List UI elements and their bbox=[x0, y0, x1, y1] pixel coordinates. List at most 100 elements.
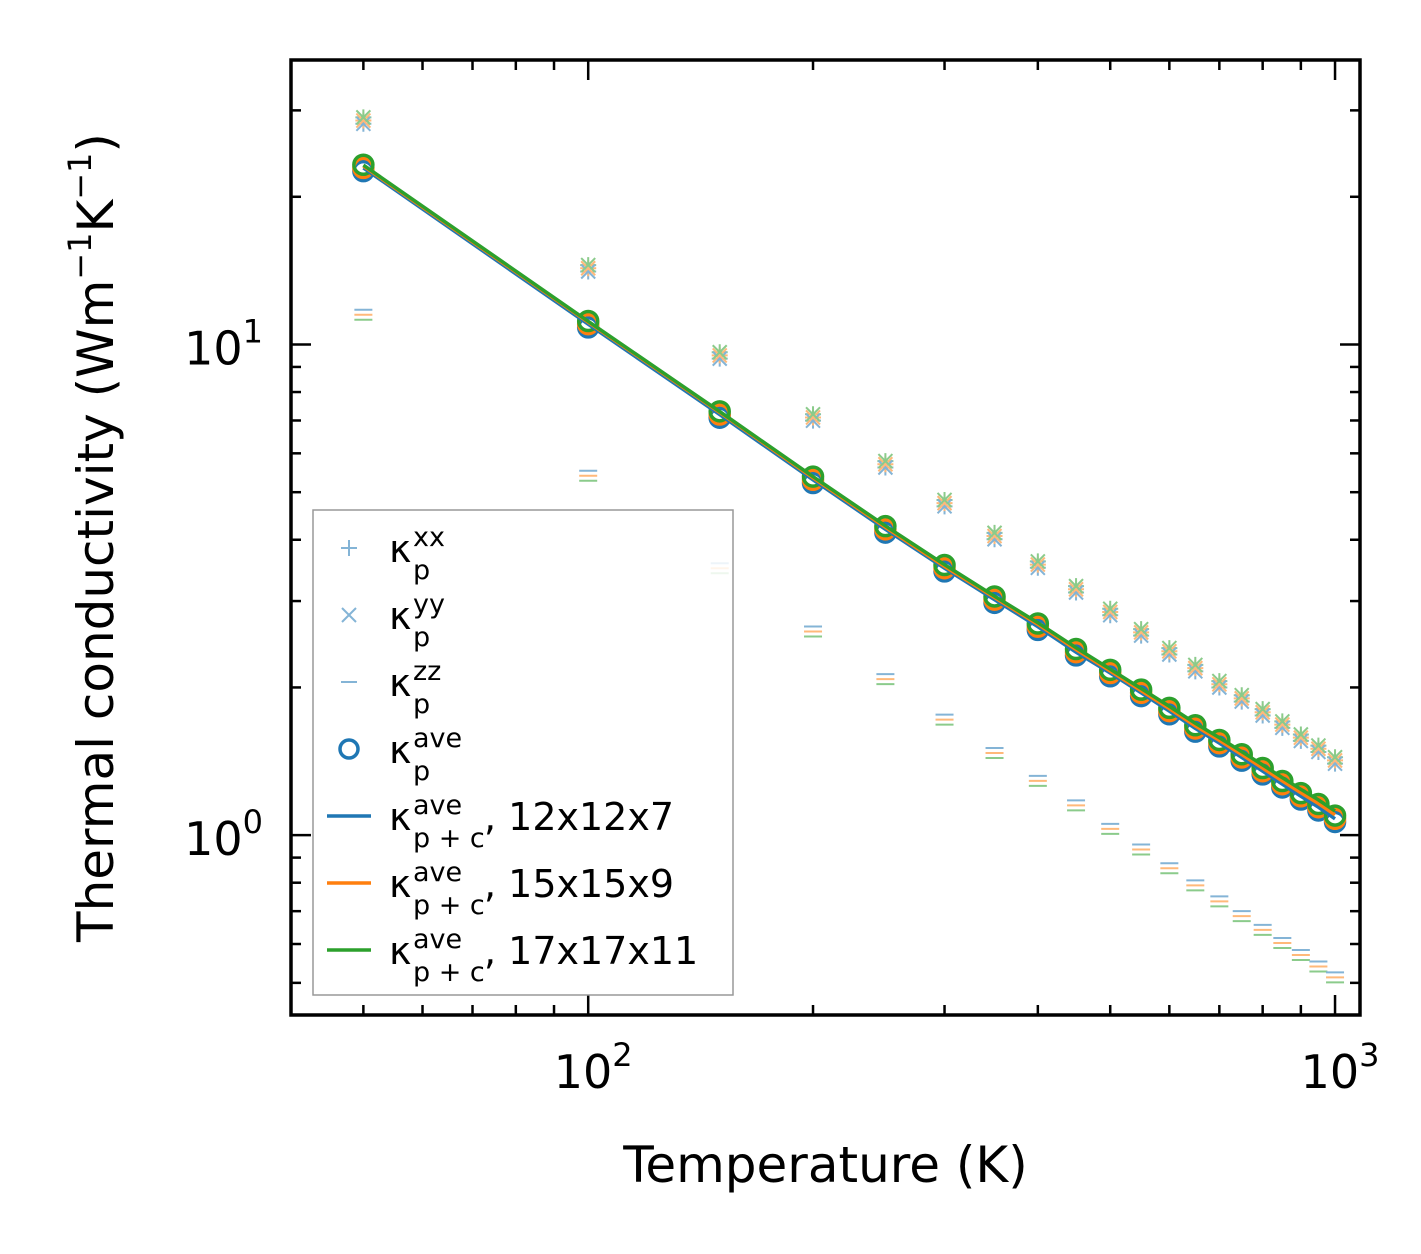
data-point-2-17-3 bbox=[1274, 713, 1291, 730]
legend-label-sub: p + c bbox=[413, 890, 485, 921]
x-tick-label-1: 102 bbox=[554, 1036, 633, 1099]
data-point-2-19-1 bbox=[1310, 744, 1327, 760]
y-tick-label-base: 10 bbox=[184, 812, 243, 866]
y-axis-label-exp-2: −1 bbox=[61, 153, 99, 200]
data-point-2-9-3 bbox=[1068, 578, 1084, 594]
data-point-4-14-3 bbox=[1208, 728, 1231, 752]
legend-label-sup: xx bbox=[413, 522, 445, 553]
legend-label-sup: yy bbox=[413, 589, 445, 620]
data-point-2-10-1 bbox=[1102, 607, 1118, 623]
legend-label-sup: ave bbox=[413, 790, 462, 821]
data-point-4-15-3 bbox=[1230, 743, 1253, 766]
data-point-2-11-1 bbox=[1133, 627, 1149, 644]
data-point-2-16-2 bbox=[1254, 704, 1271, 720]
data-point-2-15-2 bbox=[1234, 690, 1250, 707]
data-point-4-3-3 bbox=[708, 400, 731, 423]
data-point-4-17-3 bbox=[1271, 769, 1294, 793]
y-axis-label-base: Thermal conductivity (Wm bbox=[67, 280, 125, 943]
legend-label-sub: p bbox=[413, 622, 430, 653]
data-point-2-1-3 bbox=[355, 109, 372, 126]
data-point-4-16-3 bbox=[1251, 756, 1274, 780]
data-point-2-3-2 bbox=[712, 347, 728, 364]
series-2 bbox=[355, 109, 1343, 772]
legend-label-sup: zz bbox=[413, 656, 441, 687]
legend-label-kappa: κ bbox=[389, 594, 411, 638]
series-7 bbox=[362, 163, 1336, 813]
data-point-2-6-3 bbox=[936, 492, 953, 508]
x-axis-label: Temperature (K) bbox=[622, 1136, 1027, 1194]
data-point-2-3-3 bbox=[712, 344, 728, 360]
data-point-4-20-3 bbox=[1323, 804, 1347, 827]
data-point-2-5-2 bbox=[877, 456, 894, 472]
axes-frame bbox=[289, 58, 1362, 1017]
legend-entry-3: κ zzp bbox=[341, 656, 441, 720]
data-point-4-10-3 bbox=[1098, 658, 1122, 682]
data-point-2-7-1 bbox=[986, 531, 1003, 547]
data-point-4-13-3 bbox=[1184, 714, 1207, 737]
legend-label-sup: ave bbox=[413, 723, 462, 754]
data-point-2-11-2 bbox=[1133, 624, 1149, 641]
legend-label-kappa: κ bbox=[389, 661, 411, 705]
data-point-2-15-3 bbox=[1234, 687, 1250, 703]
data-point-2-3-1 bbox=[712, 350, 728, 367]
legend-label-kappa: κ bbox=[389, 527, 411, 571]
data-point-2-7-2 bbox=[986, 528, 1003, 544]
y-axis-label-close: ) bbox=[67, 133, 125, 153]
legend-marker-circle bbox=[338, 738, 360, 760]
data-point-4-2-3 bbox=[576, 309, 600, 333]
data-point-2-14-3 bbox=[1211, 673, 1228, 689]
data-point-2-18-3 bbox=[1293, 726, 1309, 743]
data-point-4-8-3 bbox=[1026, 612, 1050, 635]
data-point-2-15-1 bbox=[1234, 693, 1250, 710]
data-point-2-7-3 bbox=[986, 525, 1003, 541]
data-point-2-5-1 bbox=[877, 459, 894, 476]
legend-label-sub: p bbox=[413, 689, 430, 720]
legend-marker-plus bbox=[341, 540, 357, 556]
legend-label-sub: p + c bbox=[413, 957, 485, 988]
data-point-2-20-3 bbox=[1327, 749, 1343, 765]
x-tick-label-base: 10 bbox=[554, 1045, 613, 1099]
data-point-2-18-2 bbox=[1293, 729, 1309, 746]
data-point-2-2-1 bbox=[580, 263, 596, 280]
data-point-2-6-2 bbox=[936, 495, 953, 511]
legend-label-kappa: κ bbox=[389, 795, 411, 839]
y-tick-label-exp: 1 bbox=[243, 312, 263, 350]
data-point-2-1-2 bbox=[355, 112, 372, 129]
data-point-2-9-1 bbox=[1068, 584, 1084, 601]
x-tick-label-2: 103 bbox=[1301, 1036, 1380, 1099]
data-point-2-4-3 bbox=[805, 406, 821, 423]
data-point-2-16-3 bbox=[1254, 701, 1271, 717]
data-point-2-17-1 bbox=[1274, 720, 1291, 736]
data-point-2-11-3 bbox=[1133, 621, 1149, 637]
y-axis-label-exp-1: −1 bbox=[61, 233, 99, 280]
legend-label-kappa: κ bbox=[389, 929, 411, 973]
data-point-2-14-2 bbox=[1211, 676, 1228, 692]
data-point-2-8-1 bbox=[1030, 560, 1046, 576]
data-point-2-4-2 bbox=[805, 409, 821, 426]
x-tick-label-exp: 3 bbox=[1359, 1036, 1379, 1074]
x-tick-label-base: 10 bbox=[1301, 1045, 1360, 1099]
y-tick-label-base: 10 bbox=[184, 321, 243, 375]
legend-label-kappa: κ bbox=[389, 862, 411, 906]
data-point-2-10-3 bbox=[1102, 601, 1118, 617]
data-point-2-17-2 bbox=[1274, 716, 1291, 733]
y-axis-label-mid: K bbox=[67, 199, 125, 233]
y-tick-label-2: 101 bbox=[184, 312, 263, 375]
data-point-4-19-3 bbox=[1307, 792, 1330, 816]
data-point-2-16-1 bbox=[1254, 707, 1271, 724]
data-point-2-8-2 bbox=[1030, 556, 1046, 573]
data-point-2-19-2 bbox=[1310, 741, 1327, 757]
legend-label-mesh: , 17x17x11 bbox=[484, 929, 698, 973]
legend-label-mesh: , 12x12x7 bbox=[484, 795, 674, 839]
data-point-2-20-2 bbox=[1327, 752, 1343, 769]
data-point-2-8-3 bbox=[1030, 553, 1046, 570]
legend-label-sup: ave bbox=[413, 924, 462, 955]
legend-label-sub: p bbox=[413, 756, 430, 787]
